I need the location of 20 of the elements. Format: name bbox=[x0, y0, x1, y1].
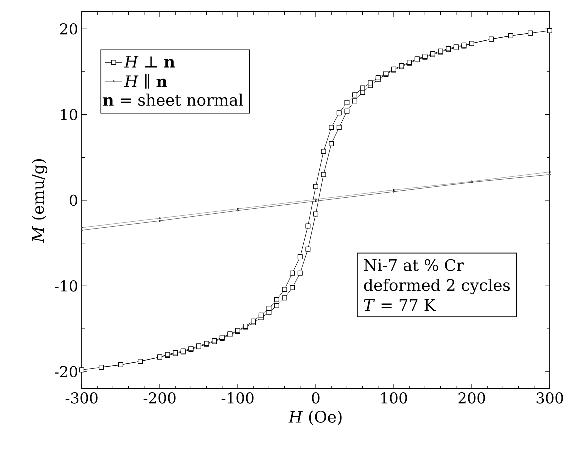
annotation: n = sheet normal bbox=[103, 94, 244, 106]
y-tick-label: -20 bbox=[55, 366, 78, 378]
y-tick-label: 20 bbox=[60, 23, 78, 35]
y-tick-label: -10 bbox=[55, 280, 78, 292]
y-tick-label: 0 bbox=[70, 194, 78, 206]
x-tick-label: -300 bbox=[66, 392, 98, 404]
legend-label: H ∥ n bbox=[124, 74, 168, 89]
annotation: T = 77 K bbox=[364, 299, 436, 311]
x-tick-label: 100 bbox=[382, 392, 408, 404]
x-axis-title: H (Oe) bbox=[288, 410, 342, 426]
x-tick-label: 300 bbox=[536, 392, 564, 404]
x-tick-label: 0 bbox=[312, 392, 320, 404]
annotation: Ni-7 at % Cr bbox=[364, 259, 464, 272]
legend-label: H ⊥ n bbox=[124, 56, 176, 68]
x-tick-label: -100 bbox=[222, 392, 254, 404]
y-tick-label: 10 bbox=[61, 109, 78, 120]
annotation: deformed 2 cycles bbox=[364, 278, 510, 295]
x-tick-label: 200 bbox=[458, 392, 486, 404]
y-axis-title: M (emu/g) bbox=[32, 159, 48, 244]
x-tick-label: -200 bbox=[144, 392, 176, 404]
